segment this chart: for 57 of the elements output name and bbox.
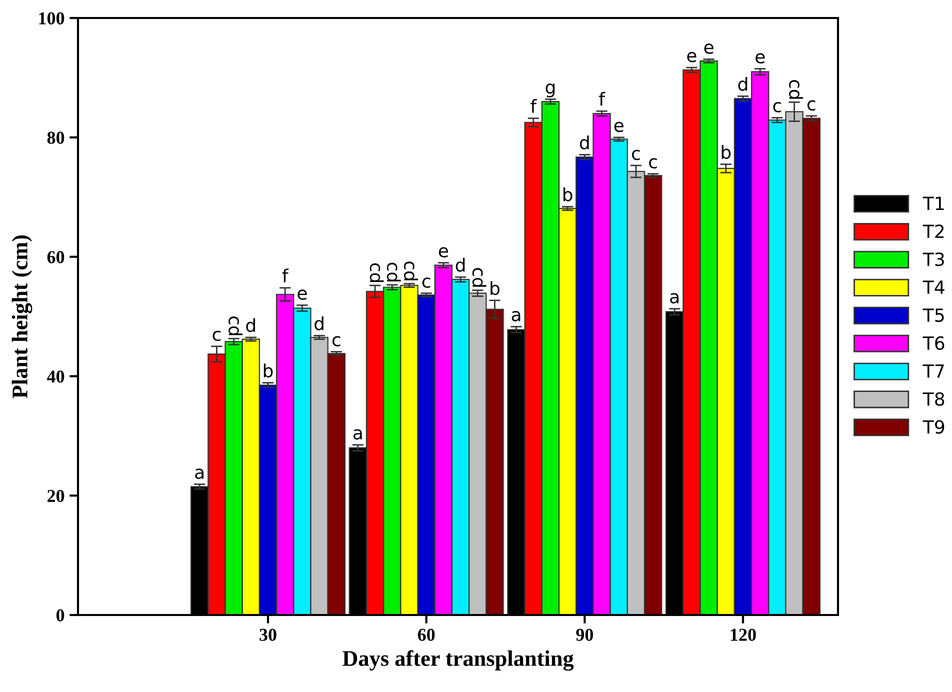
x-tick-label: 60 [418, 628, 435, 641]
data-label: d [456, 258, 465, 272]
data-label: d [314, 316, 324, 330]
data-label: cd [404, 261, 418, 280]
data-label: cd [228, 316, 243, 336]
data-label: a [195, 468, 204, 479]
data-label: c [212, 330, 221, 342]
y-tick-label: 60 [47, 251, 64, 264]
data-label: cd [370, 263, 384, 282]
data-label: cd [386, 262, 401, 282]
y-tick-label: 80 [47, 132, 64, 144]
legend-label: T2 [922, 224, 944, 238]
y-tick-label: 0 [56, 609, 64, 622]
y-tick-label: 40 [47, 370, 64, 383]
y-tick-label: 20 [48, 490, 64, 502]
data-label: b [264, 364, 273, 378]
data-label: d [580, 135, 589, 150]
legend-label: T4 [922, 280, 944, 294]
data-label: f [530, 99, 537, 113]
legend-label: T9 [922, 420, 944, 434]
x-tick-label: 30 [260, 628, 276, 641]
data-label: cd [789, 80, 804, 99]
data-label: d [246, 318, 255, 332]
data-label: e [756, 53, 765, 64]
data-label: e [704, 44, 714, 54]
legend-label: T3 [922, 252, 944, 266]
legend-label: T6 [922, 336, 944, 350]
data-label: a [512, 310, 520, 322]
legend-label: T8 [922, 392, 944, 406]
y-tick-label: 100 [39, 12, 64, 24]
legend-label: T7 [922, 364, 944, 378]
legend-label: T5 [922, 308, 944, 322]
data-label: c [807, 100, 816, 111]
data-label: c [649, 158, 657, 169]
data-label: c [773, 102, 782, 112]
data-label: e [687, 52, 696, 62]
data-label: f [599, 92, 606, 106]
data-label: c [332, 336, 340, 346]
data-label: g [546, 84, 555, 98]
legend-label: T1 [922, 196, 944, 210]
data-label: f [282, 268, 289, 282]
data-label: d [738, 76, 748, 91]
data-label: b [722, 145, 731, 159]
data-label: a [353, 429, 362, 440]
data-label: e [438, 247, 448, 258]
data-label: b [490, 281, 500, 296]
x-tick-label: 90 [576, 628, 594, 641]
y-axis-title: Plant height (cm) [12, 235, 32, 398]
x-axis-title: Days after transplanting [342, 650, 574, 671]
data-label: cd [472, 268, 486, 287]
data-label: e [298, 290, 307, 300]
x-tick-label: 120 [730, 628, 756, 641]
data-label: c [422, 278, 430, 288]
data-label: e [614, 122, 624, 132]
data-label: a [670, 293, 678, 304]
data-label: c [632, 150, 640, 160]
data-label: b [563, 187, 572, 202]
